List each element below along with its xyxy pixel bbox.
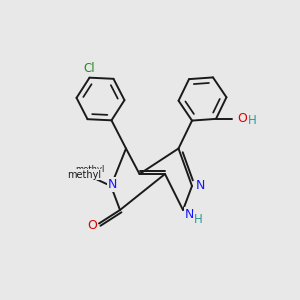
Text: Cl: Cl: [84, 61, 95, 75]
Text: N: N: [108, 178, 117, 191]
Text: N: N: [196, 179, 205, 192]
Text: H: H: [194, 213, 202, 226]
Text: O: O: [88, 219, 97, 232]
Text: methyl: methyl: [75, 166, 105, 175]
Text: N: N: [185, 208, 194, 221]
Text: methyl: methyl: [67, 169, 101, 180]
Text: H: H: [248, 114, 257, 127]
Text: O: O: [237, 112, 247, 125]
